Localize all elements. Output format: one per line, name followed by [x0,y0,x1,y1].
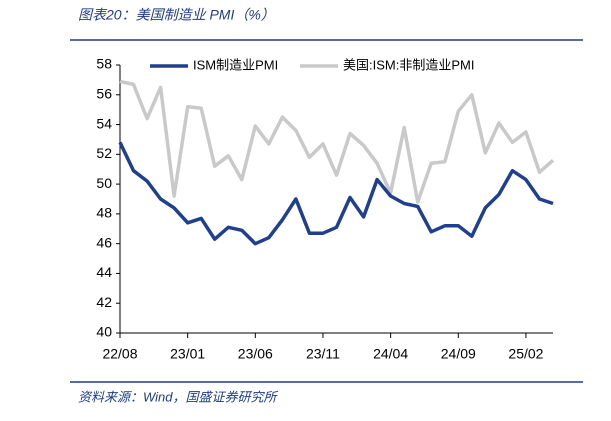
x-tick-label: 23/06 [238,346,273,362]
y-tick-label: 44 [96,264,112,280]
y-tick-label: 58 [96,56,112,72]
source-note: 资料来源：Wind，国盛证券研究所 [78,389,279,404]
series-line [119,79,555,204]
y-tick-label: 54 [96,115,112,131]
legend-label: 美国:ISM:非制造业PMI [343,57,474,72]
y-tick-label: 56 [96,85,112,101]
x-tick-label: 24/04 [373,346,408,362]
y-tick-label: 40 [96,324,112,340]
x-tick-label: 25/02 [508,346,543,362]
x-tick-label: 23/11 [306,346,340,362]
y-tick-label: 46 [96,234,112,250]
y-tick-label: 50 [96,175,112,191]
y-tick-label: 52 [96,145,112,161]
chart-title: 图表20：美国制造业 PMI（%） [78,7,275,23]
y-tick-label: 42 [96,294,112,310]
y-tick-label: 48 [96,205,112,221]
x-tick-label: 22/08 [102,346,137,362]
legend-label: ISM制造业PMI [193,57,278,72]
x-tick-label: 23/01 [170,346,205,362]
x-tick-label: 24/09 [441,346,476,362]
series-line [118,141,554,246]
